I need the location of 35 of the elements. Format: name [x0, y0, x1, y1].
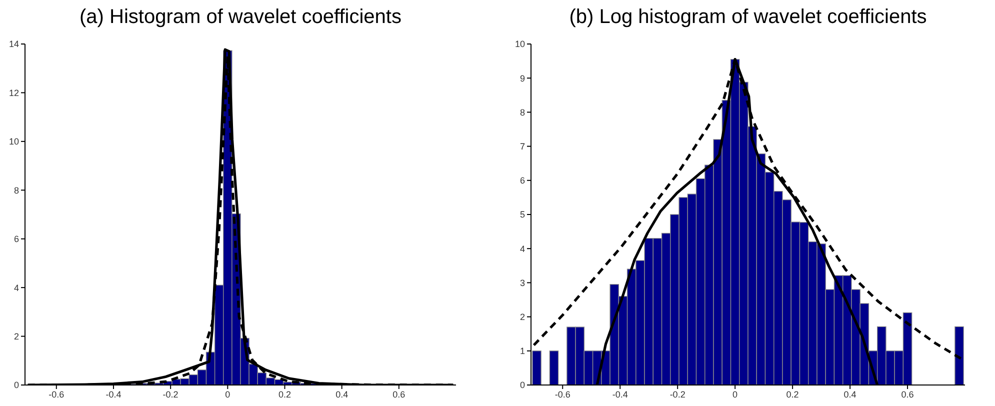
y-tick-label: 10 — [514, 39, 525, 50]
x-tick-label: 0.4 — [336, 389, 348, 400]
x-tick-label: -0.2 — [162, 389, 178, 400]
y-tick-label: 10 — [8, 136, 19, 147]
x-tick-label: 0 — [732, 389, 738, 400]
x-tick-label: -0.2 — [670, 389, 686, 400]
y-tick-label: 2 — [14, 331, 19, 342]
y-tick-label: 2 — [520, 312, 525, 322]
x-tick-label: -0.4 — [106, 389, 122, 400]
y-tick-label: 0 — [520, 380, 525, 390]
y-tick-label: 3 — [520, 278, 525, 288]
x-tick-label: 0.6 — [901, 389, 914, 400]
y-tick-label: 9 — [520, 73, 525, 84]
y-tick-label: 5 — [520, 210, 525, 220]
x-tick-label: -0.4 — [612, 389, 628, 400]
x-tick-label: 0.2 — [786, 389, 799, 400]
x-tick-label: -0.6 — [48, 389, 64, 400]
y-tick-label: 6 — [520, 176, 525, 186]
x-tick-label: 0.2 — [278, 389, 291, 400]
x-tick-label: 0 — [225, 389, 230, 400]
y-tick-label: 0 — [14, 380, 19, 390]
x-tick-label: 0.6 — [392, 389, 406, 400]
y-tick-label: 4 — [14, 282, 19, 293]
y-tick-label: 14 — [8, 39, 19, 50]
y-tick-label: 7 — [520, 141, 525, 152]
x-tick-label: -0.6 — [554, 389, 570, 400]
chart-title: (b) Log histogram of wavelet coefficients — [568, 6, 928, 29]
y-tick-label: 8 — [14, 185, 19, 196]
y-tick-label: 4 — [520, 244, 525, 254]
y-tick-label: 1 — [520, 346, 525, 356]
y-tick-label: 12 — [8, 88, 19, 98]
x-tick-label: 0.4 — [844, 389, 856, 400]
y-tick-label: 8 — [520, 107, 525, 118]
y-tick-label: 6 — [14, 234, 19, 244]
chart-title: (a) Histogram of wavelet coefficients — [78, 6, 402, 29]
